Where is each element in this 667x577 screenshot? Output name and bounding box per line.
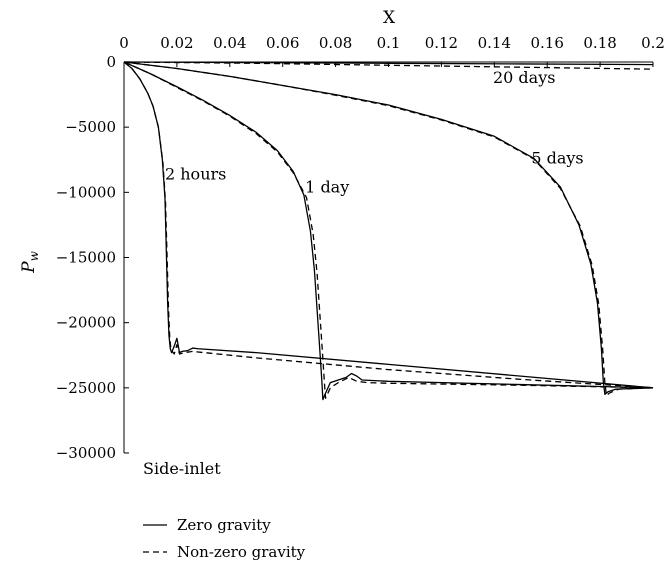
x-tick-label: 0.12 xyxy=(425,34,458,52)
x-tick-label: 0.16 xyxy=(530,34,563,52)
legend-label-non-zero-gravity: Non-zero gravity xyxy=(177,543,306,561)
series-line-2-hours-non-zero-gravity xyxy=(123,61,654,389)
side-inlet-annotation: Side-inlet xyxy=(143,459,221,478)
x-tick-label: 0.18 xyxy=(583,34,616,52)
series-line-5-days-zero-gravity xyxy=(123,61,654,395)
y-tick-label: −30000 xyxy=(56,444,116,462)
series-line-5-days-non-zero-gravity xyxy=(123,61,654,397)
curve-label-5-days: 5 days xyxy=(531,149,583,168)
x-tick-label: 0.2 xyxy=(641,34,665,52)
series-line-20-days-non-zero-gravity xyxy=(123,61,654,70)
y-tick-label: 0 xyxy=(106,53,116,71)
x-tick-label: 0.1 xyxy=(377,34,401,52)
x-tick-label: 0.14 xyxy=(478,34,511,52)
x-tick-label: 0.06 xyxy=(266,34,299,52)
series-line-1-day-zero-gravity xyxy=(123,61,654,401)
axes: 0 0.02 0.04 0.06 0.08 0.1 0.12 0.14 0.16 0.18 0.2 0… xyxy=(56,34,665,462)
x-tick-label: 0.04 xyxy=(213,34,246,52)
labels-layer: 2 hours 1 day 5 days 20 days xyxy=(165,68,584,196)
y-tick-label: −5000 xyxy=(65,118,116,136)
x-tick-label: 0 xyxy=(119,34,129,52)
series-line-2-hours-zero-gravity xyxy=(123,61,654,389)
legend-label-zero-gravity: Zero gravity xyxy=(177,516,271,534)
y-tick-label: −25000 xyxy=(56,379,116,397)
curve-label-1-day: 1 day xyxy=(305,177,349,196)
y-tick-label: −20000 xyxy=(56,314,116,332)
x-tick-label: 0.02 xyxy=(160,34,193,52)
y-tick-label: −15000 xyxy=(56,249,116,267)
y-axis-title-subscript: w xyxy=(27,250,41,261)
y-axis-title: Pw xyxy=(19,250,41,273)
series-line-20-days-zero-gravity xyxy=(123,61,654,66)
series-layer xyxy=(123,61,654,401)
curve-label-2-hours: 2 hours xyxy=(165,164,226,183)
x-tick-label: 0.08 xyxy=(319,34,352,52)
y-tick-label: −10000 xyxy=(56,183,116,201)
curve-label-20-days: 20 days xyxy=(493,68,555,87)
x-axis-title: X xyxy=(383,8,396,28)
series-line-1-day-non-zero-gravity xyxy=(123,61,654,399)
y-axis-title-main: P xyxy=(19,261,39,274)
legend: Zero gravity Non-zero gravity xyxy=(143,516,306,561)
